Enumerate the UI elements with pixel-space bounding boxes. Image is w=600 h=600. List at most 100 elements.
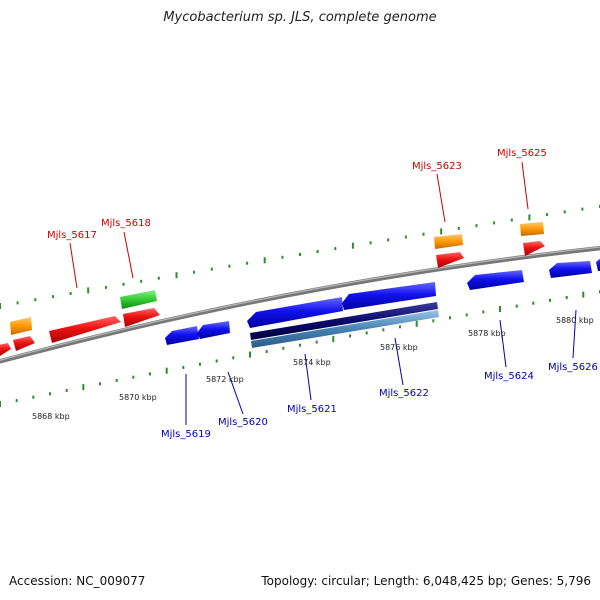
minor-tick bbox=[546, 213, 549, 217]
minor-tick bbox=[32, 395, 35, 399]
minor-tick bbox=[299, 343, 301, 347]
minor-tick bbox=[532, 301, 535, 305]
major-tick bbox=[175, 272, 178, 279]
minor-tick bbox=[349, 334, 351, 338]
minor-tick bbox=[15, 399, 18, 403]
gene-arrow-red[interactable] bbox=[13, 336, 35, 351]
gene-arrow-green[interactable] bbox=[120, 290, 157, 309]
minor-tick bbox=[369, 241, 372, 245]
minor-tick bbox=[563, 210, 566, 214]
major-tick bbox=[528, 214, 531, 221]
minor-tick bbox=[115, 379, 118, 382]
gene-bar-navy[interactable] bbox=[250, 302, 438, 340]
minor-tick bbox=[387, 238, 390, 242]
minor-tick bbox=[449, 316, 451, 320]
gene-arrow-red[interactable] bbox=[436, 252, 464, 268]
minor-tick bbox=[65, 389, 68, 392]
gene-arrow-orange[interactable] bbox=[520, 222, 544, 236]
major-tick bbox=[0, 303, 1, 309]
major-tick bbox=[0, 401, 1, 407]
major-tick bbox=[332, 336, 335, 342]
minor-tick bbox=[382, 328, 385, 332]
gene-bar-steel[interactable] bbox=[251, 310, 439, 348]
minor-tick bbox=[193, 270, 196, 274]
minor-tick bbox=[157, 276, 160, 280]
gene-arrow-blue[interactable] bbox=[549, 261, 592, 278]
minor-tick bbox=[432, 319, 435, 323]
minor-tick bbox=[510, 218, 513, 222]
minor-tick bbox=[104, 285, 107, 289]
major-tick bbox=[249, 351, 251, 358]
gene-arrow-orange[interactable] bbox=[434, 234, 463, 249]
gene-arrow-blue[interactable] bbox=[467, 270, 524, 290]
minor-tick bbox=[215, 359, 218, 363]
genome-summary-text: Topology: circular; Length: 6,048,425 bp… bbox=[261, 574, 591, 588]
minor-tick bbox=[246, 261, 249, 265]
minor-tick bbox=[404, 235, 407, 239]
minor-tick bbox=[182, 365, 185, 369]
major-tick bbox=[263, 257, 266, 264]
gene-arrow-red[interactable] bbox=[0, 343, 11, 356]
minor-tick bbox=[549, 298, 551, 302]
minor-tick bbox=[315, 340, 318, 344]
minor-tick bbox=[265, 350, 268, 353]
minor-tick bbox=[51, 295, 54, 299]
gene-label[interactable]: Mjls_5625 bbox=[497, 148, 547, 159]
gene-arrow-blue[interactable] bbox=[197, 321, 230, 339]
minor-tick bbox=[365, 331, 368, 335]
gene-label[interactable]: Mjls_5622 bbox=[379, 388, 429, 399]
reverse-tick-row bbox=[0, 290, 600, 407]
reverse-features bbox=[165, 257, 600, 348]
accession-text: Accession: NC_009077 bbox=[9, 574, 146, 588]
major-tick bbox=[582, 291, 585, 298]
major-tick bbox=[499, 306, 501, 312]
minor-tick bbox=[282, 346, 285, 350]
minor-tick bbox=[316, 250, 319, 253]
minor-tick bbox=[515, 304, 518, 308]
gene-arrow-red[interactable] bbox=[523, 241, 545, 256]
gene-label[interactable]: Mjls_5621 bbox=[287, 404, 337, 415]
minor-tick bbox=[34, 298, 37, 302]
minor-tick bbox=[49, 392, 51, 396]
minor-tick bbox=[565, 296, 568, 299]
gene-label[interactable]: Mjls_5620 bbox=[218, 417, 268, 428]
genome-backbone bbox=[0, 245, 600, 364]
minor-tick bbox=[16, 301, 19, 305]
gene-label[interactable]: Mjls_5617 bbox=[47, 230, 97, 241]
minor-tick bbox=[475, 224, 478, 228]
gene-label[interactable]: Mjls_5619 bbox=[161, 429, 211, 440]
minor-tick bbox=[399, 325, 401, 329]
minor-tick bbox=[299, 252, 301, 256]
gene-arrow-blue[interactable] bbox=[596, 257, 600, 271]
scale-label: 5872 kbp bbox=[206, 375, 244, 384]
gene-label[interactable]: Mjls_5624 bbox=[484, 371, 534, 382]
minor-tick bbox=[493, 221, 496, 225]
minor-tick bbox=[132, 375, 135, 379]
gene-arrow-blue[interactable] bbox=[165, 326, 199, 345]
scale-label: 5874 kbp bbox=[293, 358, 331, 367]
minor-tick bbox=[232, 356, 235, 360]
map-title: Mycobacterium sp. JLS, complete genome bbox=[163, 10, 437, 25]
gene-arrow-orange[interactable] bbox=[10, 317, 32, 335]
gene-arrow-blue[interactable] bbox=[342, 282, 436, 310]
minor-tick bbox=[465, 313, 468, 317]
minor-tick bbox=[281, 255, 284, 259]
scale-label: 5870 kbp bbox=[119, 393, 157, 402]
scale-label: 5876 kbp bbox=[380, 343, 418, 352]
minor-tick bbox=[581, 207, 584, 211]
minor-tick bbox=[149, 372, 151, 376]
minor-tick bbox=[140, 279, 143, 283]
scale-label: 5878 kbp bbox=[468, 329, 506, 338]
major-tick bbox=[165, 367, 168, 374]
gene-arrow-red[interactable] bbox=[123, 308, 160, 327]
forward-gene-labels: Mjls_5617 Mjls_5618 Mjls_5623 Mjls_5625 bbox=[47, 148, 547, 241]
gene-arrow-blue[interactable] bbox=[247, 297, 343, 328]
gene-label[interactable]: Mjls_5618 bbox=[101, 218, 151, 229]
minor-tick bbox=[199, 362, 201, 366]
gene-label[interactable]: Mjls_5623 bbox=[412, 161, 462, 172]
major-tick bbox=[415, 320, 418, 327]
gene-label[interactable]: Mjls_5626 bbox=[548, 362, 598, 373]
minor-tick bbox=[69, 292, 72, 295]
gene-arrow-red[interactable] bbox=[49, 316, 121, 343]
